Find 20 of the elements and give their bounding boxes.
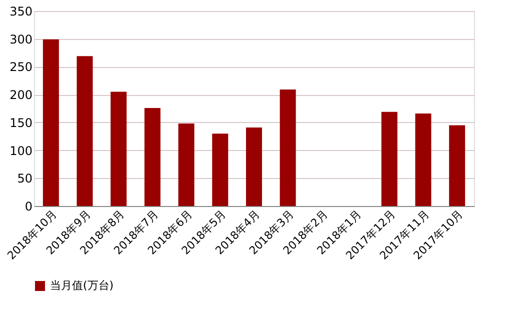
bar <box>110 92 127 206</box>
legend-label: 当月值(万台) <box>50 279 114 292</box>
bar <box>280 90 296 206</box>
y-tick-label: 300 <box>10 32 32 46</box>
y-tick-label: 200 <box>10 88 32 102</box>
y-tick-label: 250 <box>10 60 32 74</box>
bar <box>178 124 194 206</box>
y-tick-label: 350 <box>10 4 32 18</box>
bar <box>42 39 59 206</box>
bar <box>246 127 262 206</box>
bar <box>76 56 93 206</box>
y-tick-label: 150 <box>10 116 32 130</box>
bar <box>381 112 398 206</box>
y-tick-label: 50 <box>17 172 32 186</box>
y-tick-label: 0 <box>24 200 32 214</box>
bar <box>212 134 228 206</box>
bar <box>415 114 432 206</box>
bar <box>449 125 466 206</box>
bar <box>144 108 160 206</box>
y-tick-label: 100 <box>10 144 32 158</box>
